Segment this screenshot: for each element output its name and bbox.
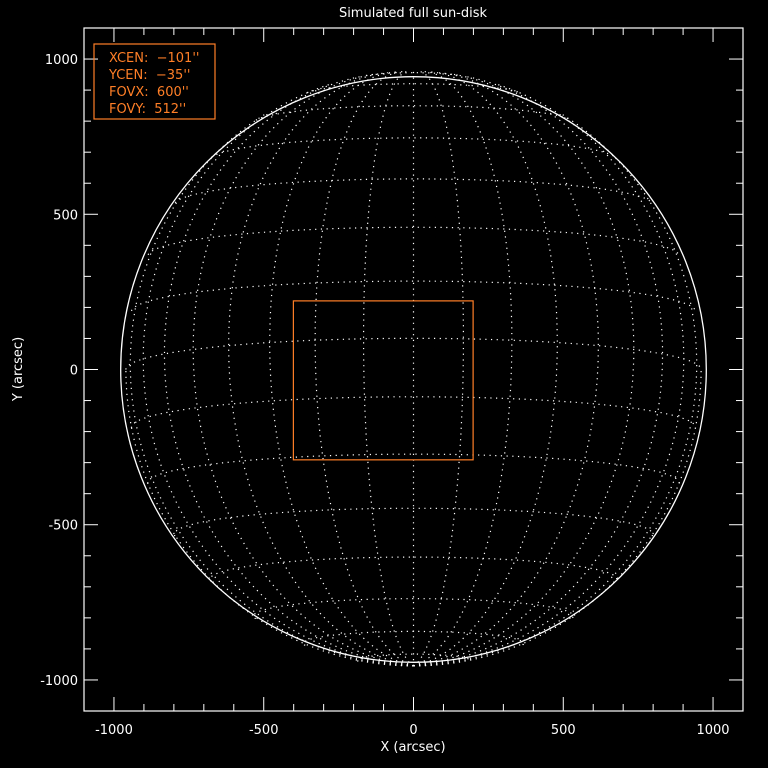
x-axis-label: X (arcsec): [380, 740, 445, 755]
meridian-line: [413, 70, 464, 667]
parallel-line: [147, 453, 680, 485]
meridian-line: [142, 83, 414, 667]
x-tick-label: -1000: [95, 723, 133, 738]
y-tick-labels: -1000 -500 0 500 1000: [40, 53, 78, 689]
legend-fovx: FOVX: 600'': [109, 85, 189, 100]
meridian-line: [192, 73, 414, 667]
meridian-line: [413, 73, 635, 667]
fov-legend: XCEN: −101'' YCEN: −35'' FOVX: 600'' FOV…: [93, 43, 216, 120]
parallel-line: [130, 396, 697, 428]
legend-ycen: YCEN: −35'': [108, 68, 190, 83]
x-tick-label: 0: [409, 723, 417, 738]
y-axis-label: Y (arcsec): [11, 337, 26, 402]
meridian-line: [363, 70, 414, 667]
legend-xcen: XCEN: −101'': [109, 51, 199, 66]
field-of-view-box: [292, 300, 474, 461]
legend-fovy: FOVY: 512'': [109, 102, 186, 117]
meridian-line: [125, 369, 414, 667]
parallel-line: [302, 630, 525, 646]
meridian-line: [129, 113, 414, 667]
legend-box: [93, 43, 216, 120]
parallel-line: [356, 653, 471, 662]
meridian-line: [269, 71, 414, 667]
parallel-line: [209, 556, 618, 582]
meridian-line: [413, 369, 702, 667]
meridian-line: [413, 75, 664, 667]
meridian-line: [228, 72, 414, 667]
y-tick-label: -500: [48, 519, 78, 534]
y-tick-label: 1000: [45, 53, 78, 68]
meridian-line: [314, 71, 414, 667]
x-tick-label: 1000: [696, 723, 729, 738]
meridian-line: [413, 71, 513, 667]
parallel-line: [365, 72, 462, 77]
meridian-line: [413, 83, 685, 667]
parallel-line: [173, 507, 654, 537]
meridian-line: [413, 71, 558, 667]
parallel-line: [125, 337, 702, 370]
meridian-line: [413, 113, 698, 667]
meridian-line: [163, 75, 414, 667]
parallel-line: [147, 226, 680, 256]
y-tick-label: 500: [53, 208, 78, 223]
x-tick-label: -500: [249, 723, 279, 738]
y-tick-label: 0: [70, 364, 78, 379]
chart-title: Simulated full sun-disk: [339, 6, 488, 21]
x-tick-labels: -1000 -500 0 500 1000: [95, 723, 730, 738]
meridian-line: [413, 72, 599, 667]
solar-limb: [120, 76, 707, 663]
axis-ticks: [84, 28, 743, 711]
x-tick-label: 500: [551, 723, 576, 738]
y-tick-label: -1000: [40, 674, 78, 689]
heliographic-grid: [125, 70, 702, 667]
parallel-line: [174, 178, 653, 204]
